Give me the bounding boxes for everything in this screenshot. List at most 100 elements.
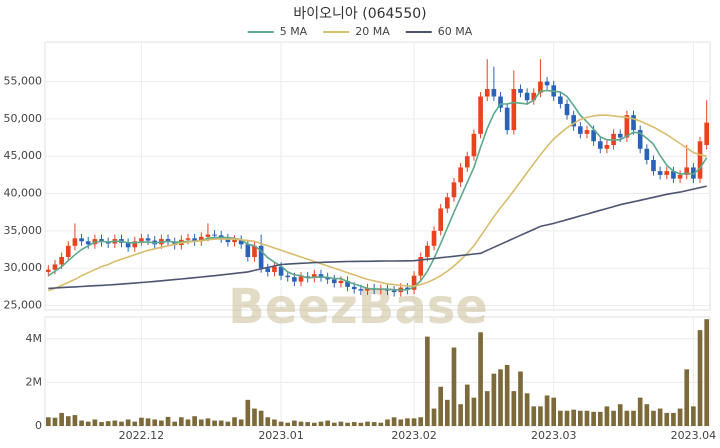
candle-body: [564, 103, 570, 116]
volume-bar: [212, 420, 217, 426]
volume-bar: [651, 410, 656, 426]
volume-bar: [438, 386, 444, 426]
candle-body: [624, 115, 630, 138]
candle-body: [657, 171, 663, 175]
volume-bar: [185, 419, 191, 426]
volume-bar: [72, 415, 78, 426]
candle-body: [278, 266, 284, 276]
volume-bar: [59, 412, 64, 426]
candle-body: [59, 256, 64, 265]
candle-body: [631, 115, 636, 131]
y-tick-label: 40,000: [4, 187, 43, 200]
candle-body: [604, 145, 610, 149]
volume-bar: [305, 422, 311, 426]
volume-bar: [139, 417, 144, 426]
volume-bar: [471, 397, 477, 426]
candle-body: [405, 287, 410, 290]
candle-body: [464, 156, 470, 168]
volume-bar: [564, 410, 570, 426]
candle-body: [311, 274, 317, 278]
candle-body: [691, 167, 696, 179]
volume-bar: [351, 422, 357, 426]
volume-bar: [65, 416, 71, 426]
volume-bar: [132, 421, 138, 426]
candle-body: [132, 241, 138, 248]
volume-bar: [152, 419, 158, 426]
volume-bar: [558, 410, 563, 426]
volume-bar: [431, 408, 437, 426]
volume-bar: [504, 364, 510, 426]
volume-bar: [637, 397, 643, 426]
ma-line: [48, 185, 707, 290]
candle-body: [292, 277, 297, 282]
volume-bar: [119, 421, 124, 426]
volume-bar: [159, 420, 164, 426]
volume-bar: [524, 393, 530, 426]
x-tick-label: 2022.12: [119, 429, 165, 442]
legend: 5 MA 20 MA 60 MA: [247, 25, 473, 38]
volume-bar: [671, 412, 676, 426]
candle-body: [418, 256, 424, 276]
volume-bar: [385, 419, 390, 426]
candle-body: [518, 89, 523, 93]
y-tick-label: 25,000: [4, 299, 43, 312]
volume-bar: [464, 384, 470, 426]
volume-bar: [691, 406, 696, 426]
candle-body: [617, 133, 623, 138]
volume-bar: [218, 420, 224, 426]
candle-body: [285, 275, 291, 278]
candle-body: [139, 238, 144, 242]
candle-body: [704, 122, 710, 146]
candle-body: [644, 148, 650, 160]
volume-bar: [704, 319, 710, 426]
candle-body: [558, 96, 563, 104]
candle-body: [591, 130, 596, 142]
legend-label: 5 MA: [280, 25, 308, 38]
volume-bar: [591, 411, 596, 426]
volume-bar: [677, 408, 683, 426]
volume-bar: [551, 397, 557, 426]
candle-body: [85, 241, 91, 245]
candle-body: [438, 208, 444, 231]
candle-body: [484, 89, 490, 97]
volume-bar: [338, 421, 344, 426]
candle-body: [272, 266, 277, 272]
candle-body: [651, 159, 656, 172]
plot-area: [44, 41, 711, 311]
candle-body: [684, 167, 690, 175]
volume-bar: [518, 371, 523, 426]
volume-bar: [617, 404, 623, 426]
volume-bar: [265, 417, 271, 426]
volume-bar: [538, 406, 543, 426]
y-tick-label: 2M: [26, 375, 43, 388]
volume-bar: [278, 421, 284, 426]
candle-body: [458, 167, 463, 183]
candle-body: [205, 234, 211, 237]
volume-bar: [105, 421, 111, 426]
y-tick-label: 4M: [26, 332, 43, 345]
candle-body: [544, 81, 550, 86]
volume-bar: [365, 421, 370, 426]
candle-body: [671, 171, 676, 179]
volume-bar: [411, 418, 417, 426]
volume-bar: [165, 416, 171, 426]
candle-body: [325, 277, 330, 280]
candle-body: [597, 141, 603, 149]
y-tick-label: 30,000: [4, 261, 43, 274]
candle-body: [431, 230, 437, 246]
volume-bar: [597, 411, 603, 426]
volume-bar: [358, 422, 364, 426]
candle-body: [451, 182, 457, 198]
candle-body: [298, 276, 304, 282]
volume-bar: [331, 422, 337, 426]
volume-bar: [644, 404, 650, 426]
volume-bar: [345, 422, 350, 426]
volume-bar: [391, 417, 397, 426]
volume-bar: [292, 420, 297, 426]
candle-body: [52, 264, 58, 270]
volume-bar: [52, 417, 58, 426]
ma-line: [48, 114, 707, 292]
candle-body: [577, 126, 583, 134]
candle-body: [504, 107, 510, 131]
